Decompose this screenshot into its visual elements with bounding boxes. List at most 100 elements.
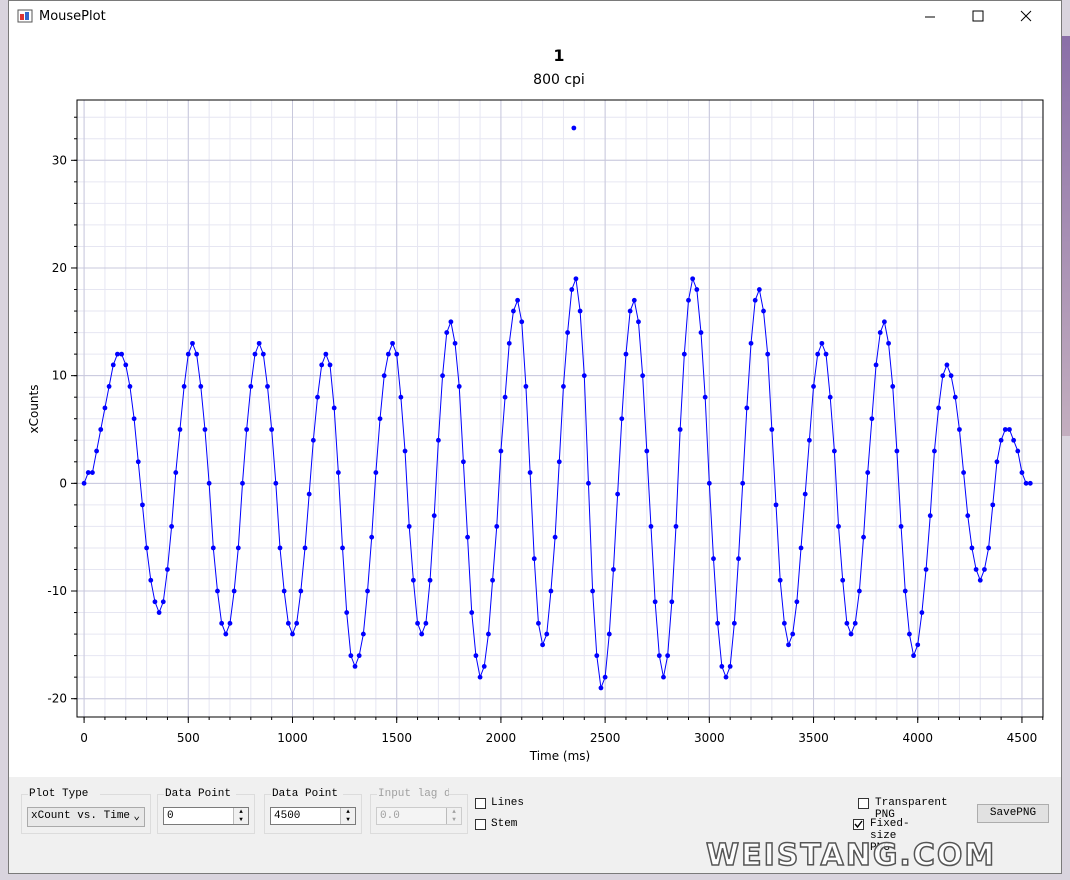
data-point <box>694 287 700 292</box>
data-point <box>548 588 554 594</box>
y-tick-label: 0 <box>59 476 67 490</box>
x-tick-label: 500 <box>177 731 200 745</box>
data-point <box>294 620 300 626</box>
data-point <box>119 351 125 357</box>
data-point <box>469 610 475 615</box>
transparent-checkbox[interactable] <box>858 798 869 809</box>
data-point <box>598 685 604 691</box>
watermark: WEISTANG.COM <box>705 837 997 874</box>
data-point <box>394 351 400 357</box>
checkbox-label: Fixed-size PNG <box>870 818 910 854</box>
data-point <box>911 653 916 659</box>
data-point <box>781 620 787 626</box>
x-tick-label: 4000 <box>902 731 933 745</box>
y-axis-label: xCounts <box>27 385 41 434</box>
data-point <box>965 513 971 519</box>
data-point <box>160 599 166 605</box>
lines-checkbox[interactable] <box>475 798 486 809</box>
data-point <box>569 287 575 292</box>
data-point <box>440 373 445 379</box>
data-point <box>1027 480 1033 486</box>
data-point <box>761 308 766 314</box>
data-point <box>98 427 104 432</box>
data-point <box>185 351 191 357</box>
end-input[interactable]: 4500 ▲ ▼ <box>270 807 356 825</box>
x-tick-label: 3500 <box>798 731 829 745</box>
y-tick-label: 20 <box>52 261 67 275</box>
data-point <box>669 599 675 605</box>
data-point <box>490 577 495 583</box>
data-point <box>331 405 337 411</box>
data-point <box>936 405 941 411</box>
data-point <box>298 588 304 594</box>
data-point <box>627 308 633 314</box>
data-point <box>577 308 583 314</box>
data-point <box>115 351 120 357</box>
spinner[interactable]: ▲ ▼ <box>340 808 355 824</box>
data-point <box>148 577 154 583</box>
data-point <box>302 545 308 551</box>
data-point <box>881 319 887 325</box>
data-point <box>1023 480 1029 486</box>
data-point <box>823 351 829 357</box>
x-tick-label: 0 <box>80 731 88 745</box>
data-point <box>498 448 504 454</box>
data-point <box>690 276 696 282</box>
data-point <box>273 480 279 486</box>
stem-checkbox[interactable] <box>475 819 486 830</box>
data-point <box>836 524 841 529</box>
data-point <box>398 394 404 400</box>
save-png-button[interactable]: SavePNG <box>977 804 1049 823</box>
data-point <box>435 437 441 443</box>
data-point <box>360 631 366 637</box>
data-point <box>265 384 270 389</box>
data-point <box>686 297 691 303</box>
data-point <box>260 351 266 357</box>
data-point <box>665 653 671 659</box>
data-point <box>898 524 904 529</box>
x-axis-label: Time (ms) <box>529 749 591 763</box>
data-point <box>986 545 992 551</box>
data-point <box>615 491 621 497</box>
plot-type-group: Plot Type xCount vs. Time ⌄ <box>21 788 151 834</box>
data-point <box>252 351 258 357</box>
x-tick-label: 2500 <box>590 731 621 745</box>
data-point <box>427 577 433 583</box>
start-group: Data Point Start 0 ▲▼ <box>157 788 255 834</box>
data-point <box>527 470 533 475</box>
data-point <box>802 491 808 497</box>
data-point <box>494 524 500 529</box>
check-mark <box>854 820 863 829</box>
data-point <box>702 394 708 400</box>
data-point <box>756 287 762 292</box>
data-point <box>944 362 950 368</box>
spinner[interactable]: ▲ ▼ <box>233 808 248 824</box>
data-point <box>886 340 891 346</box>
data-point <box>677 427 683 432</box>
data-point <box>869 416 875 422</box>
data-point <box>198 384 204 389</box>
data-point <box>381 373 387 379</box>
window-buttons[interactable] <box>911 1 1061 33</box>
data-point <box>706 480 712 486</box>
data-point <box>790 631 796 637</box>
data-point <box>1019 470 1025 475</box>
data-point <box>1011 437 1017 443</box>
data-point <box>190 340 195 346</box>
data-point <box>948 373 954 379</box>
fixed-size-checkbox[interactable] <box>853 819 864 830</box>
plot-type-select[interactable]: xCount vs. Time ⌄ <box>27 807 145 827</box>
group-label: Plot Type <box>28 788 100 801</box>
data-point <box>240 480 245 486</box>
data-point <box>731 620 737 626</box>
data-point <box>127 384 133 389</box>
data-point <box>285 620 291 626</box>
group-label: Data Point End <box>271 788 343 801</box>
data-point <box>940 373 946 379</box>
start-input[interactable]: 0 ▲ ▼ <box>163 807 249 825</box>
data-point <box>431 513 437 519</box>
data-point <box>231 588 237 594</box>
data-point <box>423 620 429 626</box>
data-point <box>923 567 929 572</box>
dropdown-arrow: ⌄ <box>133 811 140 823</box>
